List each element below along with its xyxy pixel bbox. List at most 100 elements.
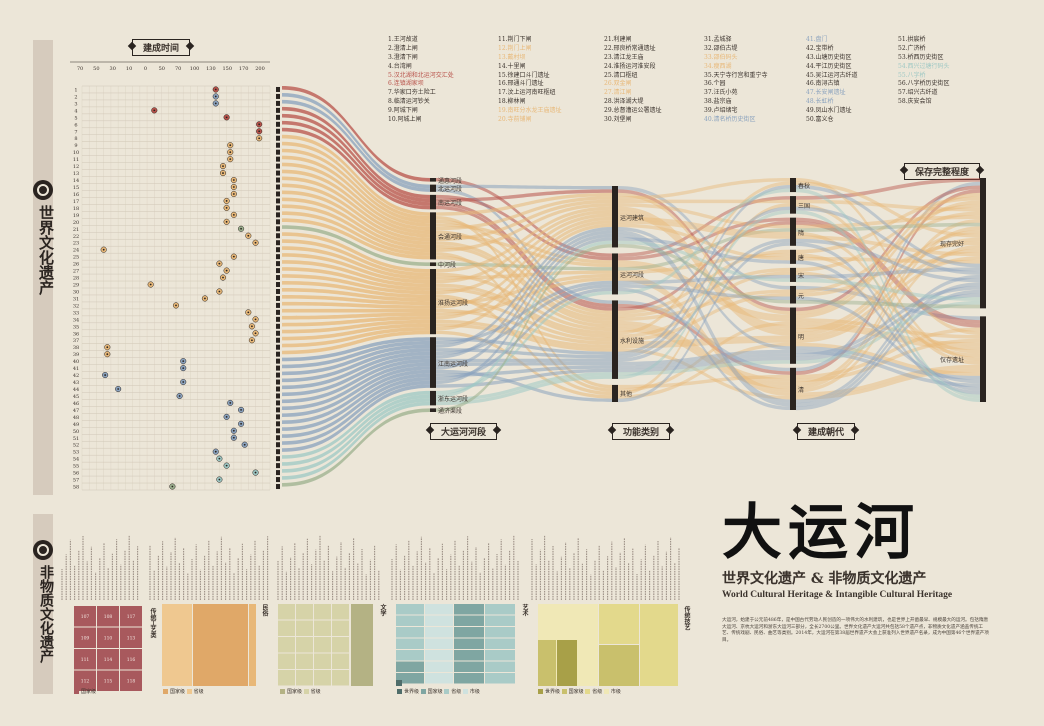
site-list-item: 28.洪泽湖大堤 [604,98,644,106]
site-list-item: 9.阿城下闸 [388,107,418,115]
flow-band [618,374,790,389]
row-number: 52 [73,443,79,449]
art-cell [485,604,515,615]
site-list-col-4: 31.孟城驿 32.邵伯古堤 33.邵伯码头 34.瘦西湖 35.天宁寺行宫和重宁寺 36… [704,36,768,125]
row-marker [276,184,280,190]
row-marker [276,268,280,274]
flow-band [618,289,790,321]
flow-band [282,323,430,341]
flow-band [436,226,612,348]
flow-band [282,319,430,334]
flow-band [436,244,612,325]
x-tick-label: 130 [206,66,216,72]
row-number: 39 [73,352,79,358]
row-number: 58 [73,485,79,491]
row-marker [276,219,280,225]
tech-block-f [640,604,678,686]
flow-band [796,327,980,379]
flow-band [282,366,430,417]
craft-cell-label: 107 [81,614,90,620]
craft-cell [74,670,96,691]
row-marker [276,484,280,490]
flow-band [796,215,980,229]
flow-band [282,408,430,487]
flow-band [436,196,612,231]
art-cell [425,627,453,638]
state-node [980,178,986,309]
intro-paragraph: 大运河，始建于公元前486年，是中国古代劳动人民创造的一项伟大的水利建筑，也是世… [722,618,989,643]
site-list-item: 18.柳林闸 [498,98,526,106]
function-label: 水利设施 [620,337,645,345]
site-list-item: 26.双金闸 [604,80,632,88]
lit-cell [332,637,349,653]
legend-craft-text: 国家级 [81,689,97,695]
row-marker [276,163,280,169]
site-point-center [104,374,107,376]
world-heritage-title: 世界文化遗产 [37,205,55,295]
flow-band [282,204,430,253]
flow-band [796,238,980,283]
row-marker [276,240,280,246]
x-tick-label: 50 [93,66,99,72]
row-marker [276,470,280,476]
flow-band [796,237,980,336]
row-marker [276,295,280,301]
flow-band [282,253,430,284]
row-marker [276,275,280,281]
flow-band [282,330,430,355]
flow-band [436,216,612,309]
dynasty-label: 春秋 [798,183,811,191]
art-cell [454,627,484,638]
row-marker [276,442,280,448]
craft-cell [97,649,119,670]
site-list-item: 44.平江历史街区 [806,62,852,70]
flow-band [282,190,430,245]
site-point-center [232,436,235,439]
row-number: 27 [73,269,79,275]
flow-band [796,235,980,257]
art-cell [396,604,424,615]
site-list-item: 27.清江闸 [604,89,632,97]
row-number: 28 [73,276,79,282]
site-list-item: 57.绍兴古纤道 [898,89,938,97]
site-point-center [229,158,232,161]
dynasty-label: 明 [798,333,805,341]
flow-band [282,294,430,306]
site-point-center [218,262,221,265]
flow-band [436,375,612,406]
flow-band [618,210,790,380]
site-point-center [106,346,109,349]
row-number: 6 [74,122,77,128]
dynasty-label: 宋 [798,272,805,280]
site-point-center [214,450,217,453]
flow-band [796,189,980,376]
section-label: 中河段 [438,262,457,270]
row-number: 12 [73,164,79,170]
subtitle-en: World Cultural Heritage & Intangible Cul… [722,590,953,600]
site-list-item: 1.王河故道 [388,36,418,43]
site-list-item: 24.淮扬运河淮安段 [604,62,656,70]
site-point-center [247,234,250,237]
section-node [430,194,436,210]
flow-band [796,178,980,200]
legend-art-d: 市级 [469,689,480,695]
site-list-col-3: 21.利建闸 22.邢良桥常通遗址 23.清江龙王庙 24.淮扬运河淮安段 25.清口枢… [604,36,662,125]
site-list-item: 2.澄清上闸 [388,44,418,52]
row-marker [276,309,280,315]
site-point-center [254,471,257,474]
site-point-center [232,255,235,258]
flow-band [796,192,980,315]
flow-band [796,178,980,335]
flow-band [796,282,980,407]
flow-band [796,206,980,275]
site-point-center [232,179,235,181]
site-list-item: 16.邢通斗门遗址 [498,80,544,88]
craft-cell-label: 113 [127,636,136,642]
flow-band [618,203,790,229]
row-number: 23 [73,241,79,247]
flow-band [436,273,612,306]
tag-dynasty: 建成朝代 [797,423,856,440]
dynasty-node [790,267,796,282]
site-point-center [171,485,174,488]
site-list-item: 47.长安闸遗址 [806,89,846,97]
